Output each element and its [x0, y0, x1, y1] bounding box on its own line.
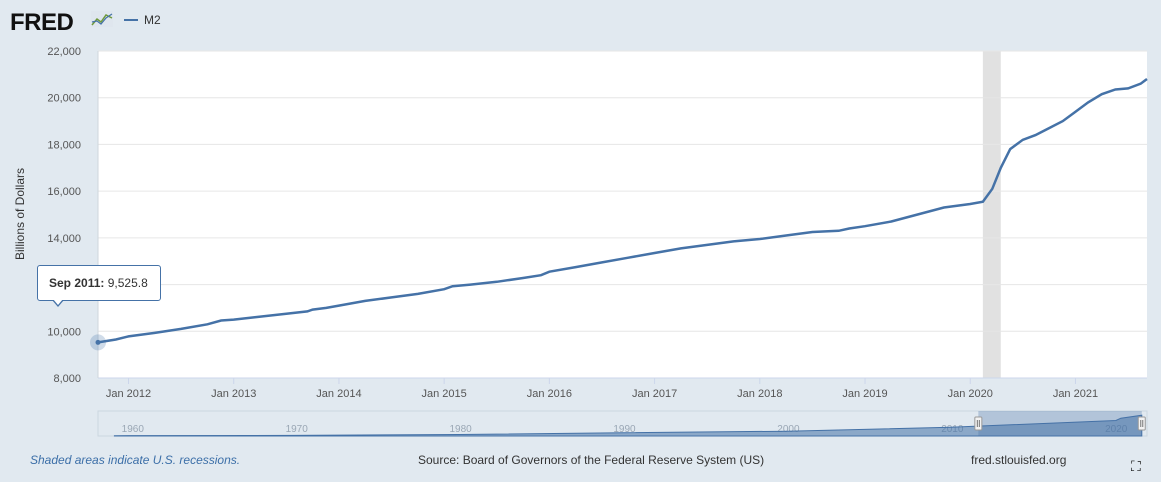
x-tick-label: Jan 2017 — [632, 388, 677, 400]
chart-legend: M2 — [124, 13, 161, 27]
navigator-year-label: 1980 — [449, 424, 472, 435]
navigator-handle-right[interactable] — [1137, 416, 1146, 431]
x-tick-label: Jan 2018 — [737, 388, 782, 400]
x-tick-label: Jan 2014 — [316, 388, 361, 400]
navigator-year-label: 1960 — [122, 424, 145, 435]
x-tick-label: Jan 2013 — [211, 388, 256, 400]
legend-swatch — [124, 19, 138, 21]
x-tick-label: Jan 2015 — [422, 388, 467, 400]
y-axis-label: Billions of Dollars — [13, 168, 27, 260]
x-tick-label: Jan 2021 — [1053, 388, 1098, 400]
navigator-year-label: 1970 — [286, 424, 309, 435]
navigator-handle-left[interactable] — [974, 416, 983, 431]
x-tick-label: Jan 2012 — [106, 388, 151, 400]
data-tooltip: Sep 2011: 9,525.8 — [37, 265, 161, 301]
hover-point[interactable] — [95, 339, 101, 345]
handle-grip[interactable] — [974, 416, 983, 431]
navigator-year-label: 1990 — [613, 424, 636, 435]
recession-note-link[interactable]: Shaded areas indicate U.S. recessions. — [30, 453, 241, 467]
y-tick-label: 20,000 — [47, 93, 81, 105]
y-tick-label: 16,000 — [47, 186, 81, 198]
x-tick-label: Jan 2016 — [527, 388, 572, 400]
tooltip-date: Sep 2011: — [49, 276, 105, 290]
legend-label: M2 — [144, 13, 161, 27]
y-tick-label: 22,000 — [47, 46, 81, 58]
source-text: Source: Board of Governors of the Federa… — [418, 453, 765, 467]
recession-band — [982, 51, 1001, 378]
tooltip-value: 9,525.8 — [107, 276, 148, 290]
y-tick-label: 10,000 — [47, 326, 81, 338]
plot-area — [98, 51, 1147, 378]
tooltip-arrow-fill — [53, 299, 63, 305]
handle-grip[interactable] — [1137, 416, 1146, 431]
fred-logo[interactable]: FRED — [10, 9, 74, 36]
y-tick-label: 14,000 — [47, 233, 81, 245]
navigator-selected-range[interactable] — [978, 411, 1142, 436]
fred-chart-logo-icon — [91, 11, 113, 27]
x-tick-label: Jan 2020 — [948, 388, 993, 400]
navigator-year-label: 2000 — [777, 424, 800, 435]
x-tick-label: Jan 2019 — [842, 388, 887, 400]
y-tick-label: 8,000 — [53, 373, 81, 385]
series-line-m2 — [97, 77, 1148, 344]
site-link[interactable]: fred.stlouisfed.org — [971, 453, 1067, 467]
fullscreen-icon[interactable]: ⛶ — [1131, 458, 1141, 474]
y-tick-label: 18,000 — [47, 139, 81, 151]
